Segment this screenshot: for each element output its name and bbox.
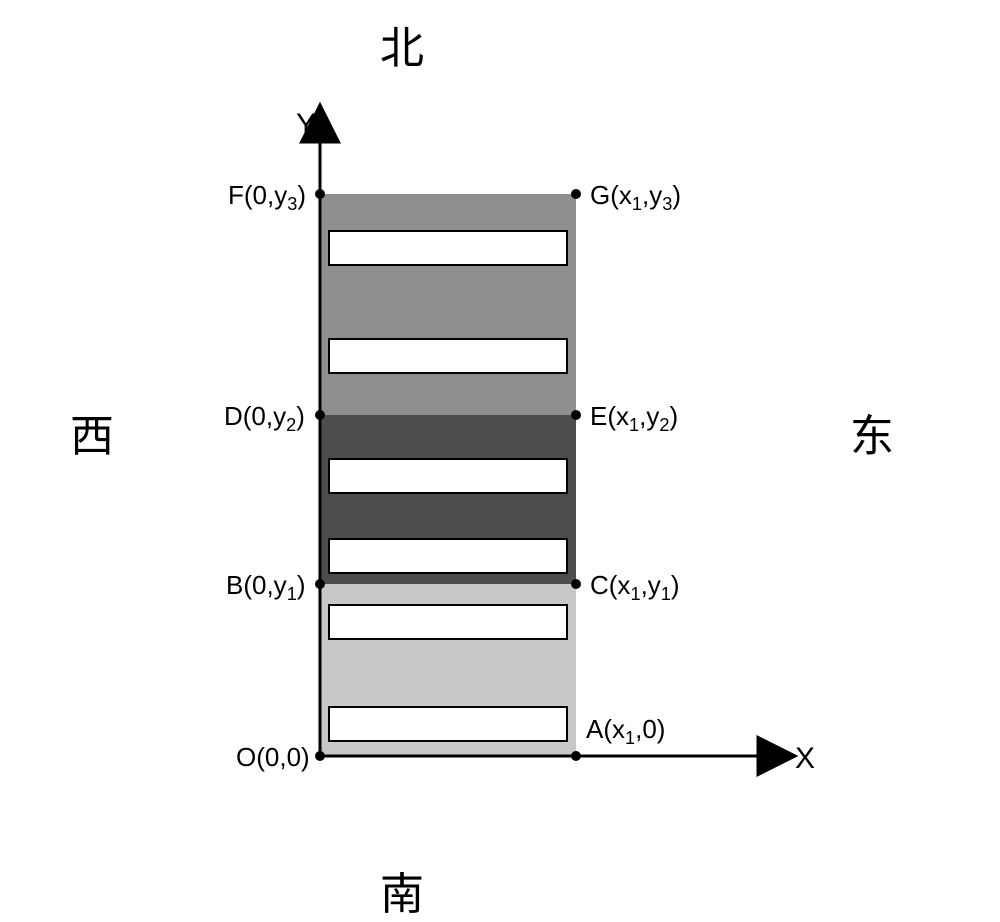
axis-x-label: X — [795, 742, 815, 776]
point-F-label: F(0,y3) — [228, 180, 306, 215]
axes — [0, 0, 1000, 917]
point-C-dot — [571, 579, 581, 589]
point-G-label: G(x1,y3) — [590, 180, 681, 215]
point-C-label: C(x1,y1) — [590, 570, 680, 605]
point-D-label: D(0,y2) — [224, 401, 305, 436]
point-O-label: O(0,0) — [236, 742, 310, 773]
point-O-dot — [315, 751, 325, 761]
point-A-label: A(x1,0) — [586, 714, 665, 749]
point-G-dot — [571, 189, 581, 199]
point-D-dot — [315, 410, 325, 420]
point-B-dot — [315, 579, 325, 589]
point-A-dot — [571, 751, 581, 761]
point-B-label: B(0,y1) — [226, 570, 305, 605]
axis-y-label: Y — [296, 108, 316, 142]
point-F-dot — [315, 189, 325, 199]
point-E-label: E(x1,y2) — [590, 401, 678, 436]
diagram-stage: 北 南 西 东 X Y O(0,0) A(x1,0) B(0,y1) C(x1,… — [0, 0, 1000, 917]
point-E-dot — [571, 410, 581, 420]
